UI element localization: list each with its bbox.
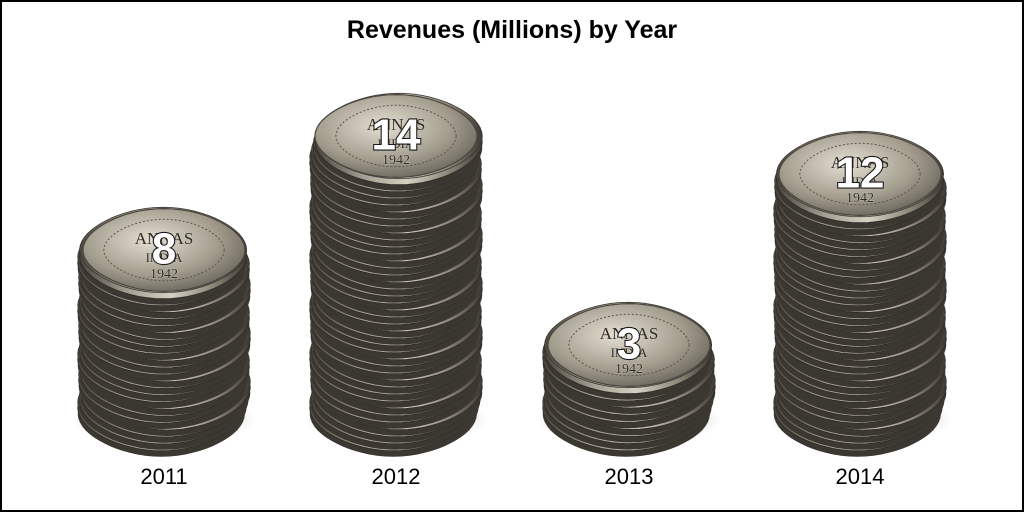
bar-2014: ANNAS INDIA 1942	[767, 130, 953, 457]
x-tick-label-2014: 2014	[836, 464, 885, 489]
coin-text-annas: ANNAS	[831, 153, 890, 172]
coin-text-annas: ANNAS	[367, 115, 426, 134]
coin-text-year: 1942	[615, 362, 643, 377]
data-label-2014: 12	[836, 149, 885, 198]
data-label-2013: 3	[617, 320, 641, 369]
coin-text-annas: ANNAS	[600, 324, 659, 343]
data-label-2011: 8	[152, 225, 176, 274]
data-label-2012: 14	[372, 111, 421, 160]
coin-text-year: 1942	[382, 153, 410, 168]
coin-text-india: INDIA	[611, 345, 648, 360]
coin-text-india: INDIA	[378, 136, 415, 151]
x-tick-label-2011: 2011	[140, 464, 187, 489]
coin-text-year: 1942	[846, 191, 874, 206]
coin-text-annas: ANNAS	[135, 229, 194, 248]
bar-2013: ANNAS INDIA 1942	[536, 301, 722, 457]
bar-2012: ANNAS INDIA 1942	[303, 92, 489, 457]
coin-text-year: 1942	[150, 267, 178, 282]
x-tick-label-2012: 2012	[372, 464, 421, 489]
bars-layer: ANNAS INDIA 1942 ANNAS INDIA 1942 ANNAS INDIA 19…	[71, 92, 953, 457]
coin-text-india: INDIA	[146, 250, 183, 265]
x-tick-label-2013: 2013	[605, 464, 654, 489]
bar-2011: ANNAS INDIA 1942	[71, 206, 257, 457]
coin-text-india: INDIA	[842, 174, 879, 189]
labels-layer: 8 2011 14 2012 3 2013 12 2014	[140, 110, 885, 489]
chart-title: Revenues (Millions) by Year	[346, 16, 678, 44]
